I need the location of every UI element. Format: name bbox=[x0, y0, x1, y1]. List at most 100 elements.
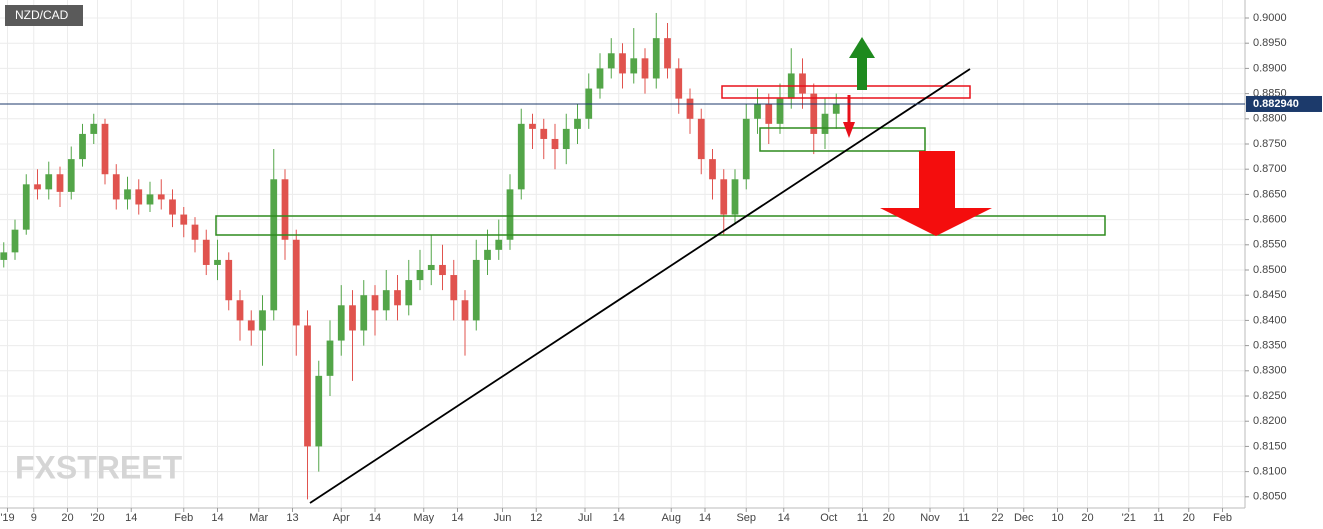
y-tick-label: 0.8600 bbox=[1253, 214, 1287, 226]
x-tick-label: 14 bbox=[451, 512, 463, 524]
y-tick-label: 0.8150 bbox=[1253, 440, 1287, 452]
grid bbox=[0, 0, 1245, 508]
candle-body bbox=[562, 128, 570, 150]
candle-body bbox=[270, 179, 278, 311]
big-down-arrow bbox=[919, 151, 955, 209]
candle-body bbox=[56, 174, 64, 192]
candle-body bbox=[101, 123, 109, 175]
candle-body bbox=[112, 174, 120, 200]
candle-body bbox=[596, 68, 604, 89]
y-tick-label: 0.8900 bbox=[1253, 62, 1287, 74]
x-tick-label: 13 bbox=[286, 512, 298, 524]
candle-body bbox=[259, 310, 266, 331]
support-zone bbox=[759, 127, 926, 152]
x-tick-label: Aug bbox=[661, 512, 681, 524]
candle-body bbox=[11, 229, 19, 253]
x-tick-label: Feb bbox=[174, 512, 193, 524]
candle-body bbox=[484, 249, 491, 260]
candle-body bbox=[652, 38, 660, 79]
candle-body bbox=[382, 290, 390, 311]
x-tick-label: Mar bbox=[249, 512, 268, 524]
x-tick-label: Jun bbox=[494, 512, 512, 524]
candle-body bbox=[225, 259, 233, 301]
candle-body bbox=[191, 224, 199, 240]
candle-body bbox=[686, 98, 694, 119]
candle-body bbox=[810, 93, 818, 134]
y-tick-label: 0.8700 bbox=[1253, 163, 1287, 175]
candle-body bbox=[360, 295, 368, 331]
candle-body bbox=[832, 103, 840, 114]
candle-body bbox=[697, 118, 705, 160]
candle-body bbox=[630, 58, 638, 74]
candle-body bbox=[236, 300, 244, 321]
candle-body bbox=[281, 179, 289, 240]
candle-body bbox=[202, 239, 210, 265]
candle-body bbox=[720, 179, 728, 215]
candle-body bbox=[664, 38, 671, 69]
y-tick-label: 0.9000 bbox=[1253, 12, 1287, 24]
y-tick-label: 0.8200 bbox=[1253, 415, 1287, 427]
candle-body bbox=[506, 189, 514, 240]
x-tick-label: '21 bbox=[1122, 512, 1136, 524]
candle-body bbox=[754, 103, 761, 119]
candle-body bbox=[135, 189, 143, 205]
x-tick-label: 22 bbox=[991, 512, 1003, 524]
down-arrow-head bbox=[843, 122, 855, 138]
trendline bbox=[309, 68, 971, 504]
candle-body bbox=[45, 174, 53, 190]
candle-body bbox=[34, 184, 41, 190]
x-tick-label: Nov bbox=[920, 512, 940, 524]
annotations bbox=[215, 37, 1106, 504]
x-tick-label: 20 bbox=[883, 512, 895, 524]
candle-body bbox=[157, 194, 165, 200]
y-tick-label: 0.8500 bbox=[1253, 264, 1287, 276]
candle-body bbox=[495, 239, 503, 250]
candle-body bbox=[742, 118, 750, 180]
x-tick-label: 14 bbox=[211, 512, 223, 524]
candle-body bbox=[90, 123, 98, 134]
candle-body bbox=[731, 179, 739, 215]
candle-body bbox=[540, 128, 548, 139]
last-price-box bbox=[1246, 95, 1322, 112]
candle-body bbox=[765, 103, 773, 124]
y-tick-label: 0.8950 bbox=[1253, 37, 1287, 49]
y-tick-label: 0.8050 bbox=[1253, 491, 1287, 503]
support-zone bbox=[215, 215, 1106, 236]
y-tick-label: 0.8100 bbox=[1253, 466, 1287, 478]
symbol-box bbox=[5, 5, 83, 26]
candle-body bbox=[439, 264, 446, 276]
candle-body bbox=[427, 264, 435, 271]
candle-body bbox=[405, 280, 413, 306]
candle-body bbox=[349, 305, 356, 331]
candle-body bbox=[574, 118, 581, 129]
x-tick-label: 14 bbox=[369, 512, 381, 524]
x-tick-label: '19 bbox=[0, 512, 14, 524]
candle-body bbox=[776, 98, 784, 124]
x-tick-label: 11 bbox=[857, 512, 868, 524]
y-tick-label: 0.8800 bbox=[1253, 113, 1287, 125]
candle-body bbox=[517, 123, 525, 190]
candle-body bbox=[450, 275, 458, 301]
candle-body bbox=[607, 53, 615, 69]
candle-body bbox=[641, 58, 649, 79]
candle-body bbox=[22, 184, 30, 230]
x-tick-label: 20 bbox=[61, 512, 73, 524]
watermark: FXSTREET bbox=[15, 449, 183, 485]
candle-body bbox=[416, 270, 424, 281]
candle-body bbox=[169, 199, 176, 215]
candle-body bbox=[709, 159, 716, 180]
x-tick-label: 14 bbox=[125, 512, 137, 524]
candle-body bbox=[180, 214, 188, 225]
resistance-zone bbox=[721, 85, 971, 99]
x-tick-label: Feb bbox=[1213, 512, 1232, 524]
candle-body bbox=[337, 305, 345, 341]
y-tick-label: 0.8300 bbox=[1253, 365, 1287, 377]
candle-body bbox=[675, 68, 683, 99]
candle-body bbox=[472, 259, 480, 321]
x-tick-label: Apr bbox=[333, 512, 350, 524]
x-tick-label: 20 bbox=[1081, 512, 1093, 524]
candle-body bbox=[619, 53, 626, 74]
up-arrow bbox=[857, 56, 867, 90]
